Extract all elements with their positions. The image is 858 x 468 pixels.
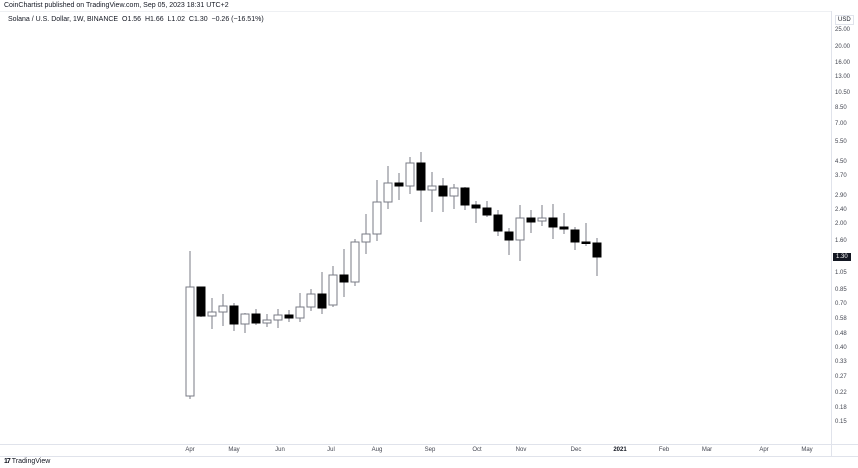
price-tick-label: 5.50 [835, 139, 847, 145]
time-tick-label: 2021 [613, 447, 627, 453]
price-tick-label: 4.50 [835, 159, 847, 165]
symbol-legend: Solana / U.S. Dollar, 1W, BINANCE O1.56 … [8, 16, 264, 23]
price-axis[interactable]: USD 25.00 20.00 16.00 13.00 10.50 8.50 7.00 5.5… [831, 11, 858, 444]
time-tick-label: Aug [371, 447, 383, 453]
bearish-candle [592, 238, 602, 276]
price-tick-label: 25.00 [835, 27, 851, 33]
price-tick-label: 7.00 [835, 121, 847, 127]
publisher-credit: CoinChartist published on TradingView.co… [4, 2, 229, 9]
price-tick-label: 16.00 [835, 60, 851, 66]
bullish-candle [449, 184, 459, 209]
bearish-candle [482, 201, 492, 217]
bullish-candle [515, 205, 525, 261]
price-tick-label: 13.00 [835, 74, 851, 80]
bullish-candle [361, 214, 371, 254]
bearish-candle [570, 227, 580, 250]
bearish-candle [416, 152, 426, 222]
bearish-candle [504, 228, 514, 255]
bullish-candle [185, 251, 195, 399]
price-tick-label: 10.50 [835, 90, 851, 96]
axis-corner [831, 444, 858, 457]
price-tick-label: 0.58 [835, 316, 847, 322]
time-tick-label: Jun [275, 447, 285, 453]
price-tick-label: 0.22 [835, 390, 847, 396]
bullish-candle [240, 313, 250, 333]
time-tick-label: Apr [185, 447, 195, 453]
price-tick-label: 0.18 [835, 405, 847, 411]
ohlc-values: O1.56 H1.66 L1.02 C1.30 −0.26 (−16.51%) [122, 16, 264, 23]
bullish-candle [350, 239, 360, 286]
bearish-candle [559, 213, 569, 234]
bearish-candle [196, 286, 206, 317]
bearish-candle [471, 201, 481, 223]
brand-name: TradingView [11, 458, 51, 465]
currency-unit-label[interactable]: USD [835, 15, 854, 25]
bearish-candle [229, 303, 239, 331]
price-tick-label: 0.85 [835, 287, 847, 293]
bullish-candle [295, 293, 305, 322]
time-axis[interactable]: Apr May Jun Jul Aug Sep Oct Nov Dec 2021 Feb Mar Apr… [0, 444, 831, 457]
time-tick-label: Mar [701, 447, 713, 453]
bearish-candle [581, 223, 591, 246]
price-tick-label: 1.05 [835, 270, 847, 276]
price-tick-label: 2.40 [835, 207, 847, 213]
bullish-candle [262, 314, 272, 327]
bearish-candle [438, 178, 448, 212]
time-tick-label: May [228, 447, 240, 453]
bearish-candle [460, 187, 470, 210]
bearish-candle [339, 249, 349, 297]
price-tick-label: 0.40 [835, 345, 847, 351]
bearish-candle [251, 309, 261, 325]
bullish-candle [306, 289, 316, 311]
bullish-candle [537, 205, 547, 226]
last-price-badge: 1.30 [833, 253, 851, 261]
bullish-candle [218, 294, 228, 326]
bearish-candle [317, 272, 327, 314]
price-tick-label: 0.15 [835, 419, 847, 425]
bullish-candle [207, 298, 217, 329]
time-tick-label: Feb [658, 447, 670, 453]
price-tick-label: 0.48 [835, 331, 847, 337]
symbol-name: Solana / U.S. Dollar, 1W, BINANCE [8, 16, 119, 23]
tradingview-logo-icon: 17 [4, 458, 11, 465]
price-tick-label: 8.50 [835, 105, 847, 111]
bearish-candle [284, 310, 294, 322]
time-tick-label: Oct [472, 447, 482, 453]
candlestick-plot[interactable] [0, 0, 831, 444]
time-tick-label: Apr [759, 447, 769, 453]
bearish-candle [526, 210, 536, 233]
time-tick-label: Jul [327, 447, 335, 453]
tradingview-branding[interactable]: 17 TradingView [4, 458, 50, 465]
time-tick-label: Nov [515, 447, 527, 453]
price-tick-label: 1.60 [835, 238, 847, 244]
price-tick-label: 2.90 [835, 193, 847, 199]
price-tick-label: 0.27 [835, 374, 847, 380]
price-tick-label: 0.70 [835, 301, 847, 307]
bearish-candle [394, 173, 404, 200]
price-tick-label: 0.33 [835, 359, 847, 365]
chart-pane[interactable] [0, 11, 831, 457]
bearish-candle [493, 210, 503, 236]
price-tick-label: 20.00 [835, 44, 851, 50]
bullish-candle [405, 157, 415, 194]
time-tick-label: Sep [424, 447, 436, 453]
bullish-candle [427, 172, 437, 212]
time-tick-label: Dec [570, 447, 582, 453]
price-tick-label: 2.00 [835, 221, 847, 227]
bullish-candle [273, 309, 283, 328]
bullish-candle [383, 166, 393, 209]
bearish-candle [548, 204, 558, 239]
price-tick-label: 3.70 [835, 173, 847, 179]
bullish-candle [372, 180, 382, 241]
bullish-candle [328, 266, 338, 307]
time-tick-label: May [801, 447, 813, 453]
